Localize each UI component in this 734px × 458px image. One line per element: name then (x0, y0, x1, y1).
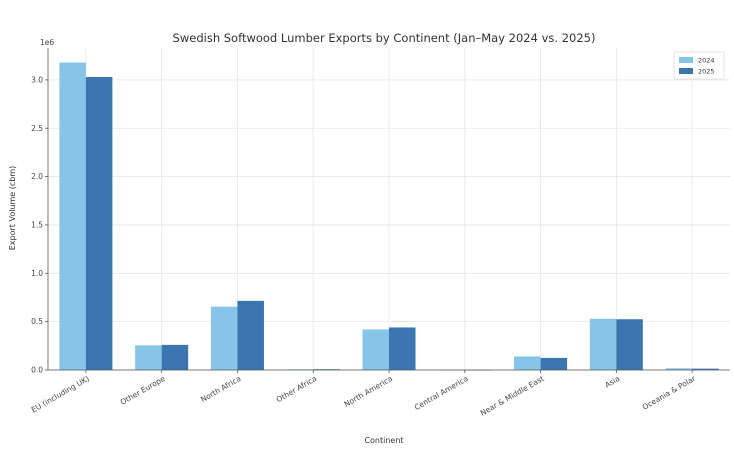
x-tick-label: EU (including UK) (30, 374, 91, 415)
bar-2025 (237, 300, 264, 370)
x-axis-title: Continent (364, 436, 403, 445)
bar-2025 (85, 77, 113, 371)
y-tick-label: 2.0 (31, 172, 43, 181)
legend-swatch (679, 57, 693, 63)
y-tick-label: 3.0 (31, 75, 43, 84)
x-tick-label: Other Africa (275, 374, 319, 404)
x-tick-label: Near & Middle East (479, 374, 546, 418)
bars-layer (59, 62, 719, 371)
legend-swatch (679, 68, 693, 74)
x-tick-label: North Africa (199, 374, 242, 404)
bar-2024 (665, 368, 693, 370)
x-tick-label: Other Europe (119, 374, 167, 407)
bar-2024 (210, 306, 238, 370)
y-axis-offset-label: 1e6 (40, 38, 54, 47)
bar-2024 (135, 345, 162, 370)
chart-title: Swedish Softwood Lumber Exports by Conti… (173, 31, 596, 45)
legend-label: 2025 (698, 68, 715, 76)
bar-2025 (389, 327, 416, 370)
bar-2024 (514, 356, 541, 370)
y-tick-label: 2.5 (31, 124, 43, 133)
bar-2024 (59, 62, 86, 370)
y-tick-label: 0.5 (31, 317, 43, 326)
legend-label: 2024 (698, 57, 715, 65)
bar-2025 (540, 357, 568, 370)
y-axis-title: Export Volume (cbm) (8, 166, 17, 251)
bar-2025 (161, 344, 189, 370)
x-tick-label: North America (342, 374, 394, 409)
y-tick-label: 0.0 (31, 366, 43, 375)
x-tick-label: Oceania & Polar (641, 373, 698, 411)
bar-2025 (616, 319, 643, 370)
legend: 2024 2025 (673, 51, 725, 80)
bar-2024 (362, 329, 389, 370)
x-tick-label: Central America (413, 374, 470, 412)
y-tick-label: 1.5 (31, 220, 43, 229)
y-tick-label: 1.0 (31, 269, 43, 278)
bar-2024 (589, 318, 617, 370)
bar-2025 (692, 368, 719, 370)
x-tick-label: Asia (603, 374, 621, 390)
